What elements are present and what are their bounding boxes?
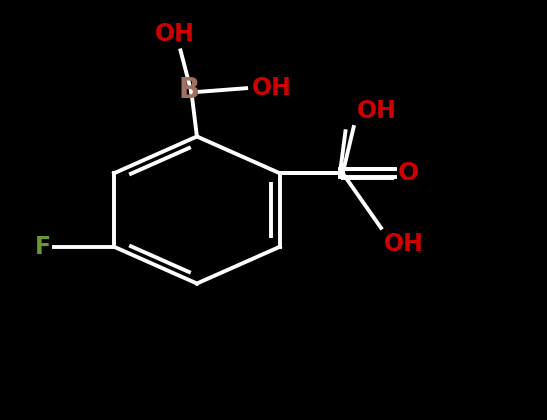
Text: B: B: [178, 76, 199, 104]
Text: OH: OH: [155, 22, 195, 46]
Text: OH: OH: [252, 76, 292, 100]
Text: O: O: [398, 161, 418, 185]
Text: OH: OH: [357, 99, 396, 123]
Text: F: F: [35, 235, 51, 259]
Text: OH: OH: [384, 232, 423, 256]
